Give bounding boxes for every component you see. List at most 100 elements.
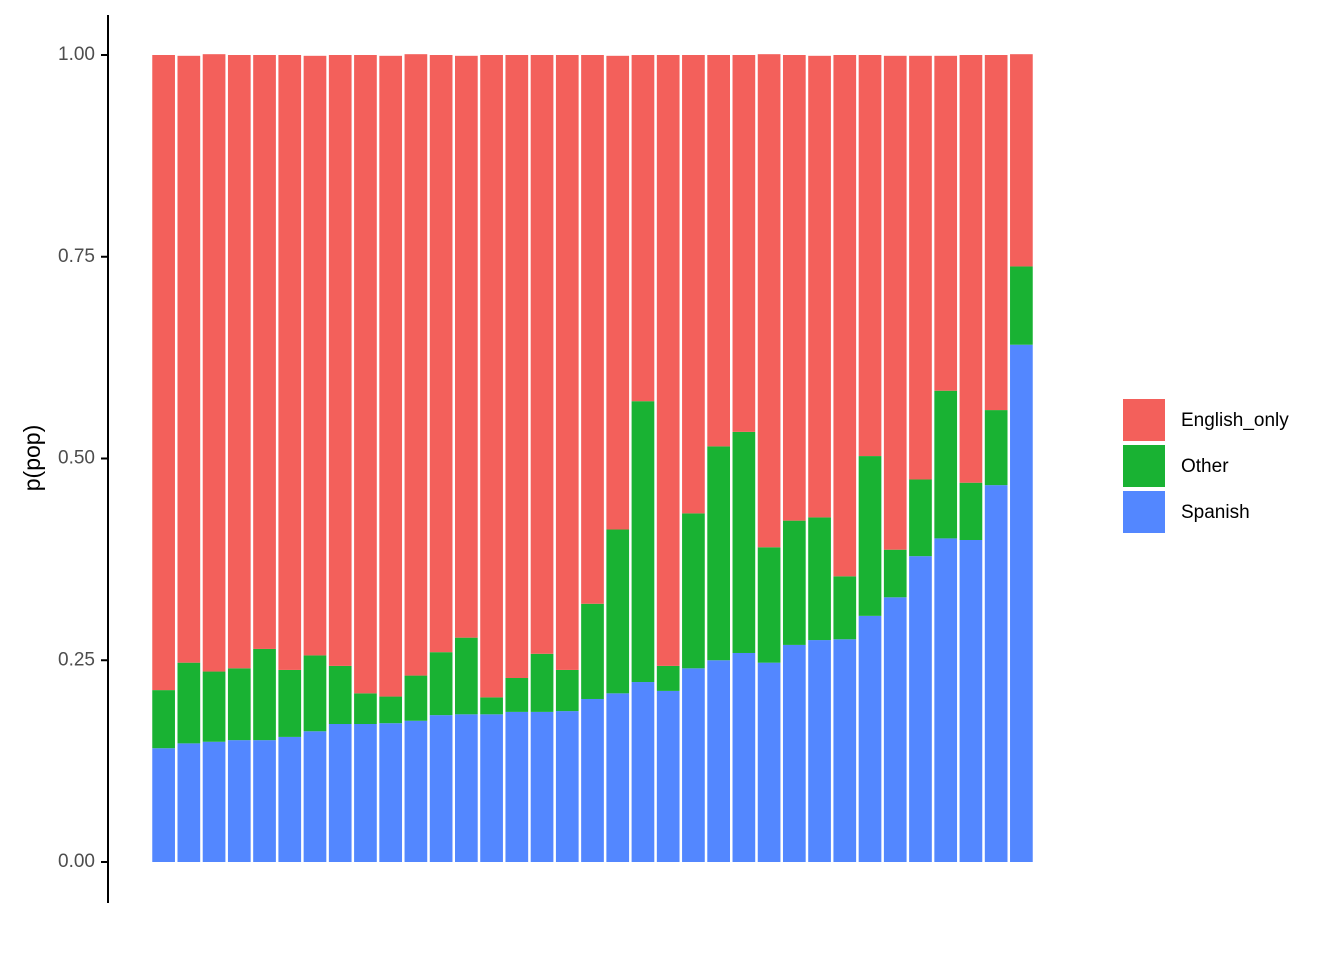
bar-segment xyxy=(858,456,882,616)
bar-segment xyxy=(227,55,251,669)
bar-segment xyxy=(152,690,175,749)
bar-segment xyxy=(278,669,302,737)
bar-segment xyxy=(707,55,730,447)
bar-segment xyxy=(883,549,907,598)
bar-segment xyxy=(429,55,453,653)
bar-segment xyxy=(782,55,806,521)
bar-segment xyxy=(959,55,983,483)
bar-segment xyxy=(984,410,1008,486)
bar-segment xyxy=(732,55,756,432)
bar-segment xyxy=(757,547,781,663)
y-tick-label: 0.00 xyxy=(58,851,95,872)
bar-segment xyxy=(909,55,932,480)
bar-segment xyxy=(177,743,201,862)
bar-segment xyxy=(1010,266,1033,345)
bar-segment xyxy=(656,690,680,862)
bar-segment xyxy=(253,740,276,862)
bar-segment xyxy=(177,55,201,663)
bar-segment xyxy=(581,55,604,604)
bar-segment xyxy=(530,55,554,654)
bar-segment xyxy=(782,520,806,645)
bar-segment xyxy=(455,55,478,638)
bar-segment xyxy=(959,482,983,541)
bar-segment xyxy=(354,724,377,862)
y-tick-label: 1.00 xyxy=(58,44,95,65)
bar-segment xyxy=(808,517,831,641)
y-axis-label: p(pop) xyxy=(19,425,45,491)
bar-segment xyxy=(656,665,680,691)
bar-segment xyxy=(455,714,478,862)
bar-segment xyxy=(429,715,453,862)
bar-segment xyxy=(883,597,907,862)
bar-segment xyxy=(782,644,806,862)
bar-segment xyxy=(328,724,352,862)
y-tick-label: 0.75 xyxy=(58,246,95,267)
bar-segment xyxy=(732,652,756,862)
bar-segment xyxy=(909,556,932,862)
bar-segment xyxy=(177,662,201,744)
bar-segment xyxy=(833,576,857,640)
bar-segment xyxy=(833,639,857,862)
bar-segment xyxy=(934,390,958,539)
bar-segment xyxy=(707,660,730,862)
bar-segment xyxy=(858,615,882,862)
legend-swatch xyxy=(1123,445,1165,487)
bar-segment xyxy=(682,55,705,514)
bar-segment xyxy=(808,640,831,862)
bar-segment xyxy=(404,54,428,676)
legend-label: Spanish xyxy=(1181,502,1250,523)
bar-segment xyxy=(227,668,251,741)
bar-segment xyxy=(253,648,276,741)
bar-segment xyxy=(404,675,428,721)
bar-segment xyxy=(682,668,705,862)
bar-segment xyxy=(934,55,958,391)
bar-segment xyxy=(379,696,403,724)
bar-segment xyxy=(505,711,529,862)
bar-segment xyxy=(202,54,226,672)
bar-segment xyxy=(328,55,352,666)
bar-segment xyxy=(480,55,503,698)
bar-segment xyxy=(631,401,655,683)
bar-segment xyxy=(480,714,503,862)
bar-segment xyxy=(152,748,175,862)
bar-segment xyxy=(278,55,302,670)
bar-segment xyxy=(303,655,327,732)
bar-segment xyxy=(909,479,932,557)
bar-segment xyxy=(858,55,882,457)
bar-segment xyxy=(581,698,604,862)
bar-segment xyxy=(934,538,958,862)
bar-segment xyxy=(404,720,428,862)
bar-segment xyxy=(303,55,327,656)
legend-swatch xyxy=(1123,399,1165,441)
y-tick-label: 0.25 xyxy=(58,649,95,670)
bar-segment xyxy=(606,55,630,530)
bar-segment xyxy=(833,55,857,577)
bar-segment xyxy=(278,736,302,862)
bar-segment xyxy=(354,693,377,725)
y-tick-label: 0.50 xyxy=(58,448,95,469)
legend-swatch xyxy=(1123,491,1165,533)
bar-segment xyxy=(631,55,655,402)
bar-segment xyxy=(883,55,907,550)
bar-segment xyxy=(379,55,403,697)
bar-segment xyxy=(530,653,554,712)
bar-segment xyxy=(707,446,730,661)
legend-label: English_only xyxy=(1181,410,1289,431)
bar-segment xyxy=(303,731,327,862)
bar-segment xyxy=(152,55,175,691)
bar-segment xyxy=(555,669,579,712)
bar-segment xyxy=(682,513,705,669)
bar-segment xyxy=(202,671,226,742)
bar-segment xyxy=(328,665,352,725)
bar-segment xyxy=(1010,344,1033,862)
bar-segment xyxy=(480,697,503,715)
bar-segment xyxy=(555,711,579,862)
bar-segment xyxy=(732,431,756,653)
bar-segment xyxy=(984,485,1008,862)
bar-segment xyxy=(227,740,251,862)
bar-segment xyxy=(606,693,630,862)
bar-segment xyxy=(606,529,630,694)
bar-segment xyxy=(455,637,478,715)
bar-segment xyxy=(959,540,983,862)
